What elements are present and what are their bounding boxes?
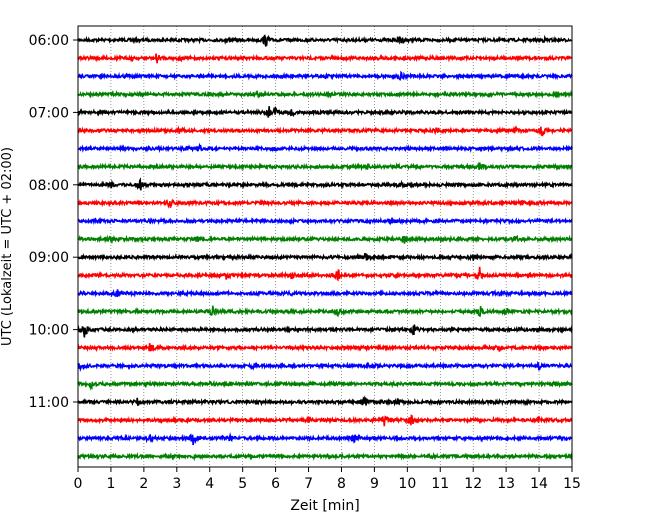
y-tick-label: 08:00 xyxy=(29,178,69,194)
trace-line xyxy=(77,142,573,154)
trace-line xyxy=(77,124,573,137)
x-tick-label: 10 xyxy=(398,476,416,492)
x-tick-label: 4 xyxy=(205,476,214,492)
trace-line xyxy=(77,360,573,372)
trace-line xyxy=(77,343,573,353)
trace-line xyxy=(77,266,573,282)
trace-line xyxy=(77,53,573,64)
y-tick-label: 07:00 xyxy=(29,105,69,121)
x-tick-label: 15 xyxy=(563,476,581,492)
x-tick-label: 1 xyxy=(106,476,115,492)
x-tick-label: 13 xyxy=(497,476,515,492)
trace-line xyxy=(77,414,573,427)
trace-line xyxy=(77,89,573,99)
trace-line xyxy=(77,198,573,209)
y-axis-label: UTC (Lokalzeit = UTC + 02:00) xyxy=(0,147,15,346)
x-tick-label: 14 xyxy=(530,476,548,492)
x-tick-label: 11 xyxy=(431,476,449,492)
trace-line xyxy=(77,105,573,118)
x-tick-label: 3 xyxy=(172,476,181,492)
x-tick-label: 8 xyxy=(337,476,346,492)
trace-line xyxy=(77,216,573,226)
trace-line xyxy=(77,395,573,407)
x-axis-ticks: 0 1 2 3 4 5 6 7 8 9 10 11 12 13 14 15 xyxy=(74,467,581,492)
trace-line xyxy=(77,451,573,462)
trace-line xyxy=(77,70,573,81)
x-tick-label: 7 xyxy=(304,476,313,492)
y-axis-ticks: 06:00 07:00 08:00 09:00 10:00 11:00 xyxy=(29,33,78,411)
y-tick-label: 06:00 xyxy=(29,33,69,49)
trace-line xyxy=(77,288,573,298)
trace-line xyxy=(77,34,573,47)
trace-line xyxy=(77,305,573,318)
trace-line xyxy=(77,177,573,191)
trace-line xyxy=(77,161,573,172)
x-tick-label: 2 xyxy=(139,476,148,492)
trace-line xyxy=(77,379,573,391)
x-tick-label: 0 xyxy=(74,476,83,492)
y-tick-label: 10:00 xyxy=(29,323,69,339)
trace-line xyxy=(77,234,573,245)
plot-frame xyxy=(77,25,573,468)
x-tick-label: 5 xyxy=(238,476,247,492)
x-tick-label: 12 xyxy=(464,476,482,492)
x-tick-label: 9 xyxy=(370,476,379,492)
x-axis-label: Zeit [min] xyxy=(290,498,359,514)
trace-line xyxy=(77,252,573,262)
x-tick-label: 6 xyxy=(271,476,280,492)
trace-line xyxy=(77,324,573,338)
trace-line xyxy=(77,432,573,446)
y-tick-label: 11:00 xyxy=(29,395,69,411)
seismic-traces xyxy=(77,34,573,462)
y-tick-label: 09:00 xyxy=(29,250,69,266)
